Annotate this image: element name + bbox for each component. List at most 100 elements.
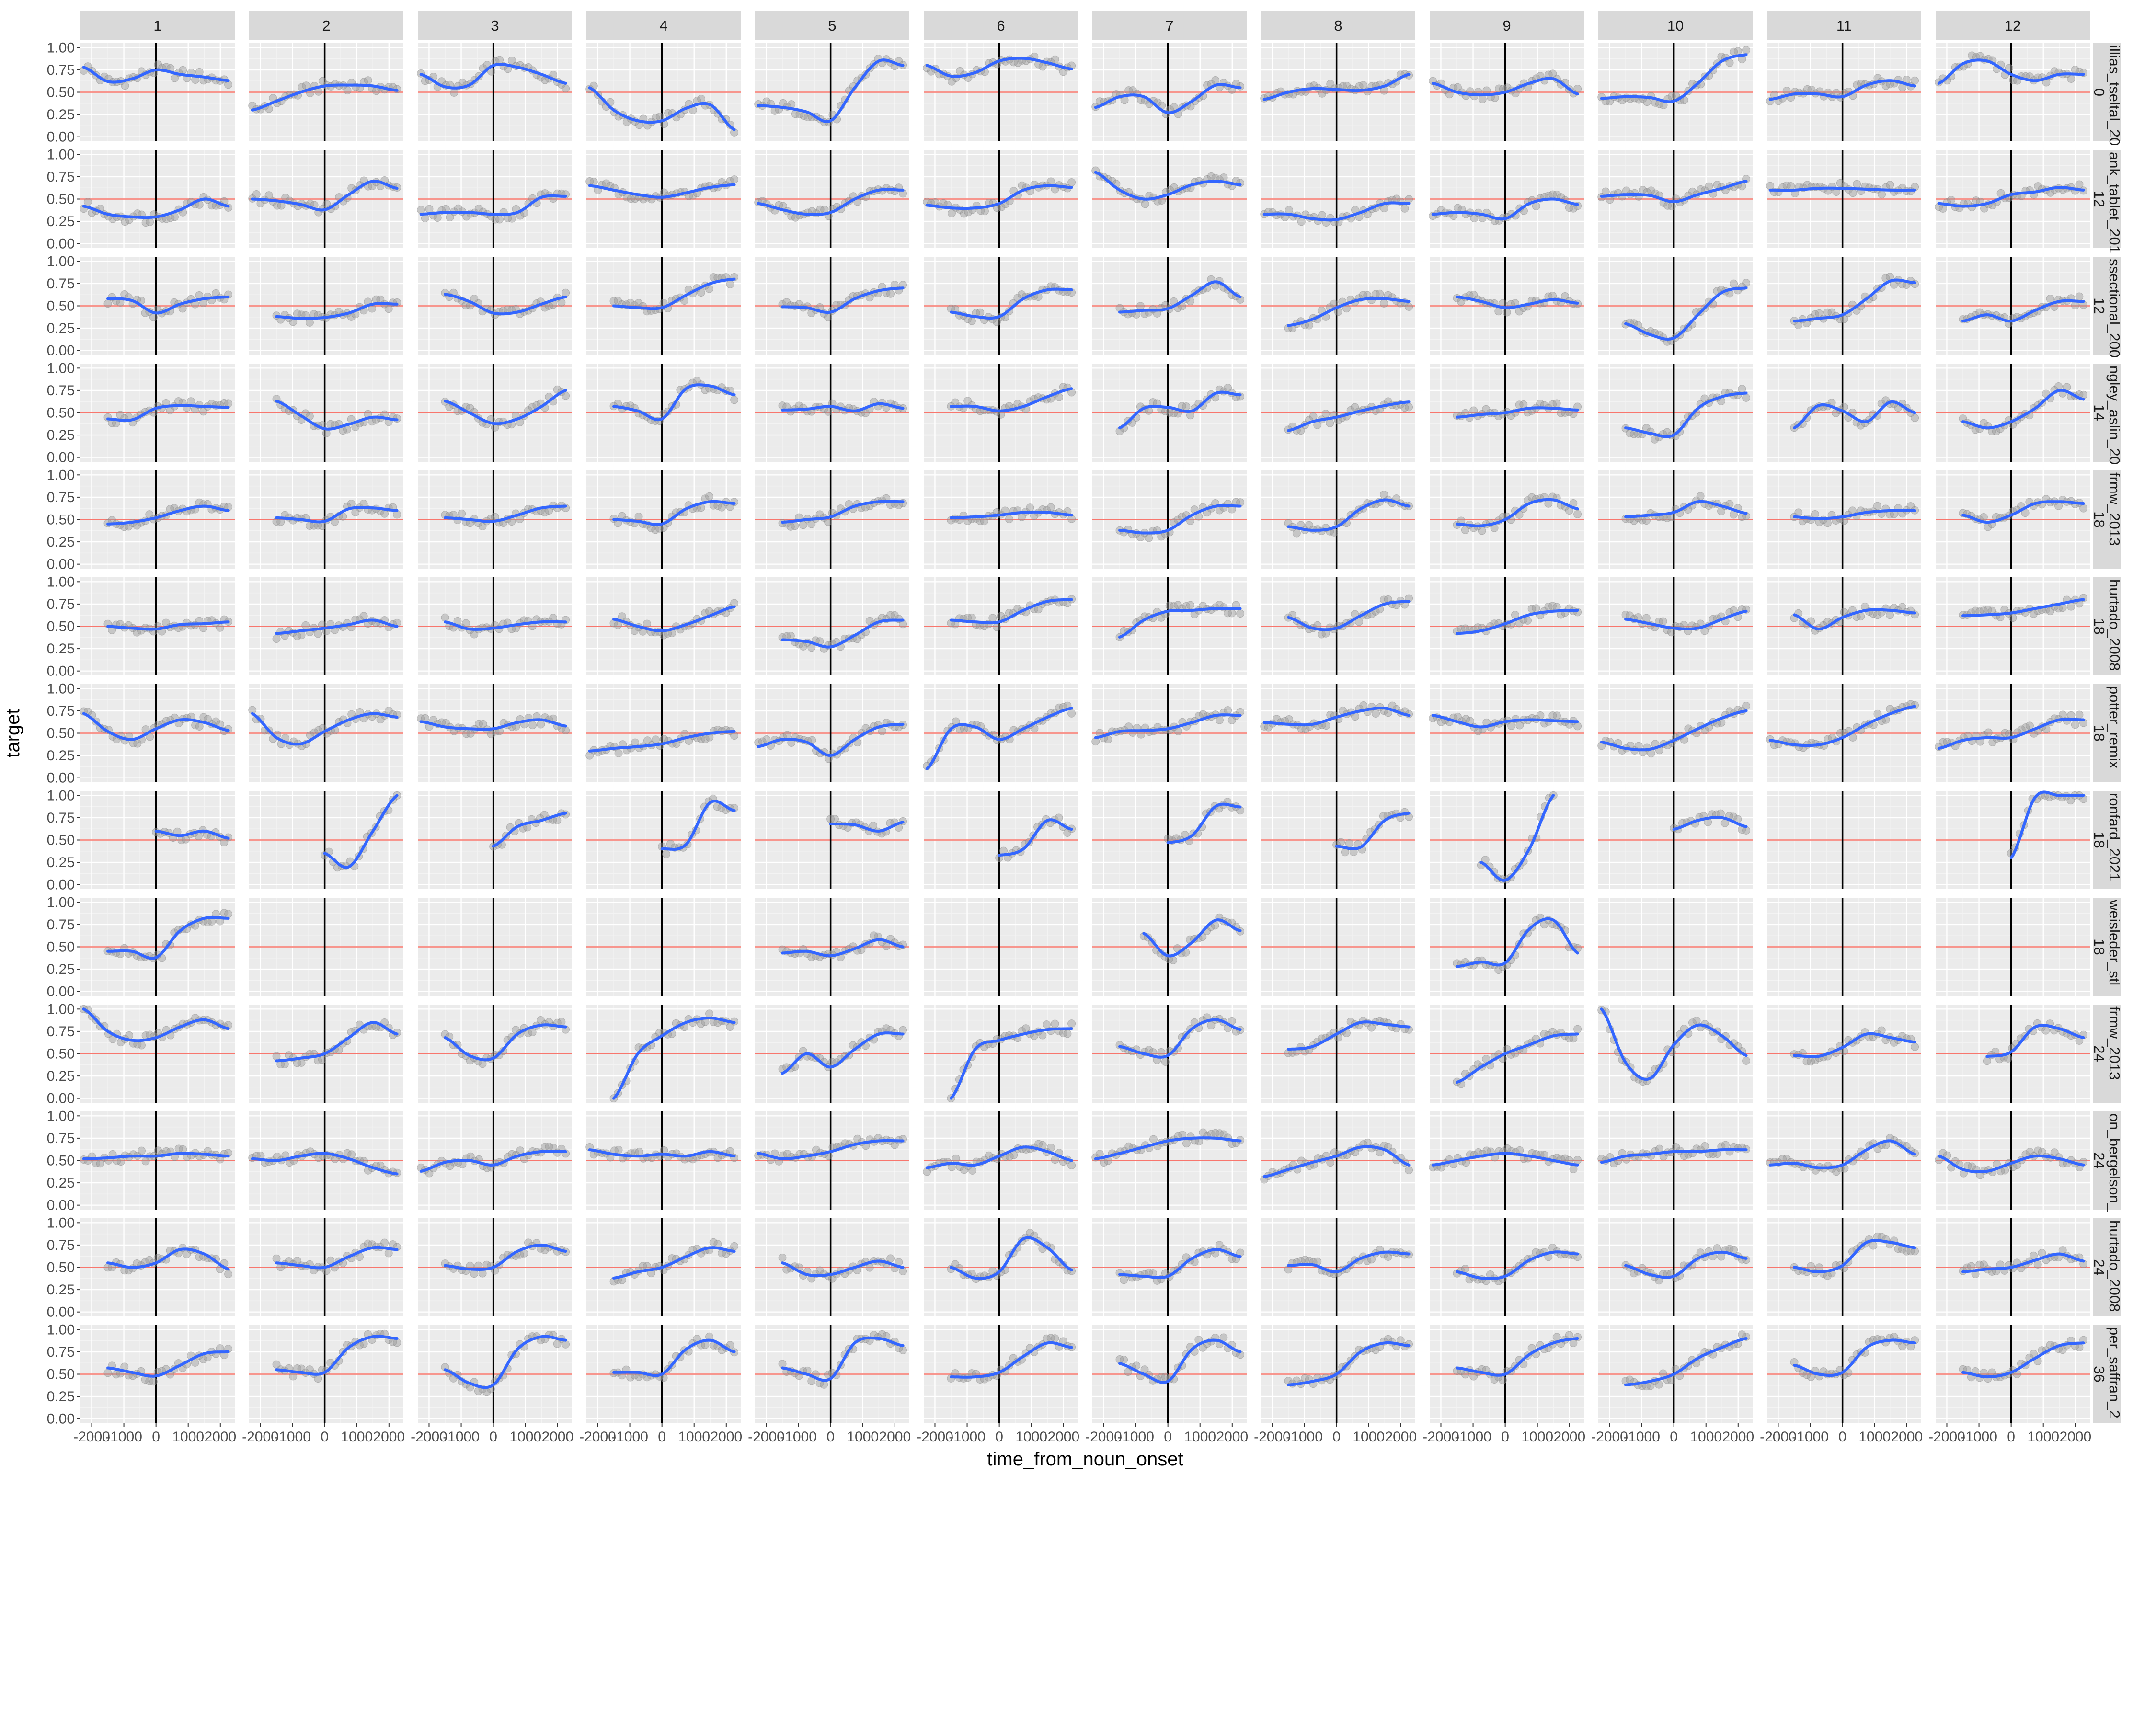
data-point <box>450 89 458 96</box>
data-point <box>1738 385 1746 393</box>
row-strip-dataset-label: frmw_2013 <box>2106 1006 2123 1080</box>
column-strip-label: 6 <box>997 17 1005 34</box>
data-point <box>1508 722 1515 730</box>
data-point <box>1734 47 1742 55</box>
y-tick-label: 1.00 <box>47 147 75 162</box>
data-point <box>314 630 322 638</box>
data-point <box>1743 279 1750 287</box>
data-point <box>195 722 203 730</box>
data-point <box>1376 290 1384 297</box>
y-tick-label: 0.25 <box>47 214 75 229</box>
y-tick-label: 0.75 <box>47 276 75 292</box>
data-point <box>878 727 886 735</box>
column-strip-label: 9 <box>1502 17 1511 34</box>
data-point <box>364 77 372 84</box>
data-point <box>529 721 537 729</box>
y-tick-label: 0.75 <box>47 596 75 612</box>
column-strip-label: 4 <box>659 17 667 34</box>
column-strip-label: 2 <box>322 17 330 34</box>
y-tick-label: 0.00 <box>47 129 75 145</box>
data-point <box>976 309 984 316</box>
data-point <box>1212 76 1219 84</box>
y-tick-label: 0.00 <box>47 877 75 893</box>
column-strip-label: 8 <box>1334 17 1342 34</box>
y-tick-label: 0.25 <box>47 748 75 764</box>
data-point <box>1911 77 1919 84</box>
y-tick-label: 0.25 <box>47 427 75 443</box>
row-strip-age-label: 0 <box>2091 88 2108 96</box>
data-point <box>1823 519 1831 527</box>
data-point <box>2009 614 2017 622</box>
data-point <box>1479 95 1486 103</box>
row-strip-age-label: 18 <box>2091 725 2108 741</box>
data-point <box>496 216 504 223</box>
data-point <box>1886 181 1894 189</box>
column-strip-label: 5 <box>828 17 836 34</box>
data-point <box>1228 609 1236 617</box>
column-strip-label: 11 <box>1836 17 1852 34</box>
data-point <box>149 313 157 321</box>
data-point <box>1853 180 1861 188</box>
data-point <box>1309 412 1317 420</box>
data-point <box>1668 203 1675 210</box>
row-strip-dataset-label: hurtado_2008 <box>2106 579 2123 671</box>
data-point <box>344 87 351 94</box>
data-point <box>1857 613 1865 620</box>
data-point <box>1642 517 1650 525</box>
row-strip-age-label: 18 <box>2091 511 2108 527</box>
data-point <box>1186 601 1194 609</box>
y-tick-label: 0.50 <box>47 405 75 421</box>
data-point <box>1405 403 1413 411</box>
data-point <box>508 215 516 222</box>
data-point <box>562 289 570 297</box>
column-strip-label: 7 <box>1165 17 1173 34</box>
data-point <box>1405 303 1413 310</box>
data-point <box>663 850 670 858</box>
data-point <box>2067 75 2075 83</box>
data-point <box>179 66 187 74</box>
data-point <box>706 492 713 500</box>
data-point <box>1237 610 1244 618</box>
y-tick-label: 0.50 <box>47 512 75 528</box>
row-strip-age-label: 18 <box>2091 832 2108 848</box>
data-point <box>1553 400 1560 407</box>
data-point <box>887 290 895 297</box>
data-point <box>1051 56 1059 63</box>
data-point <box>1047 503 1055 511</box>
data-point <box>824 313 832 321</box>
data-point <box>1182 403 1190 411</box>
data-point <box>643 620 651 628</box>
y-tick-label: 0.75 <box>47 810 75 826</box>
data-point <box>1948 196 1955 204</box>
data-point <box>171 213 178 221</box>
column-strip-label: 1 <box>153 17 161 34</box>
y-tick-label: 1.00 <box>47 574 75 590</box>
row-strip-dataset-label: weisleder_stl <box>2106 899 2123 985</box>
row-strip-age-label: 18 <box>2091 618 2108 634</box>
row-strip-dataset-label: potter_remix <box>2106 686 2123 769</box>
data-point <box>731 732 738 740</box>
data-point <box>1697 492 1704 500</box>
y-tick-label: 0.50 <box>47 833 75 848</box>
data-point <box>252 191 260 198</box>
data-point <box>1849 189 1857 197</box>
data-point <box>1574 722 1582 730</box>
data-point <box>2076 293 2083 300</box>
data-point <box>121 82 129 90</box>
data-point <box>462 619 470 627</box>
y-tick-label: 0.00 <box>47 236 75 252</box>
data-point <box>2046 295 2054 303</box>
y-tick-label: 0.25 <box>47 107 75 123</box>
data-point <box>306 319 313 326</box>
data-point <box>1642 614 1650 622</box>
y-tick-label: 0.00 <box>47 663 75 679</box>
data-point <box>731 396 738 404</box>
y-tick-label: 0.00 <box>47 557 75 572</box>
data-point <box>2076 711 2083 719</box>
data-point <box>1026 504 1034 512</box>
data-point <box>726 280 734 288</box>
data-point <box>1224 707 1232 714</box>
y-tick-label: 1.00 <box>47 788 75 803</box>
data-point <box>1878 191 1886 198</box>
data-point <box>2080 504 2087 512</box>
